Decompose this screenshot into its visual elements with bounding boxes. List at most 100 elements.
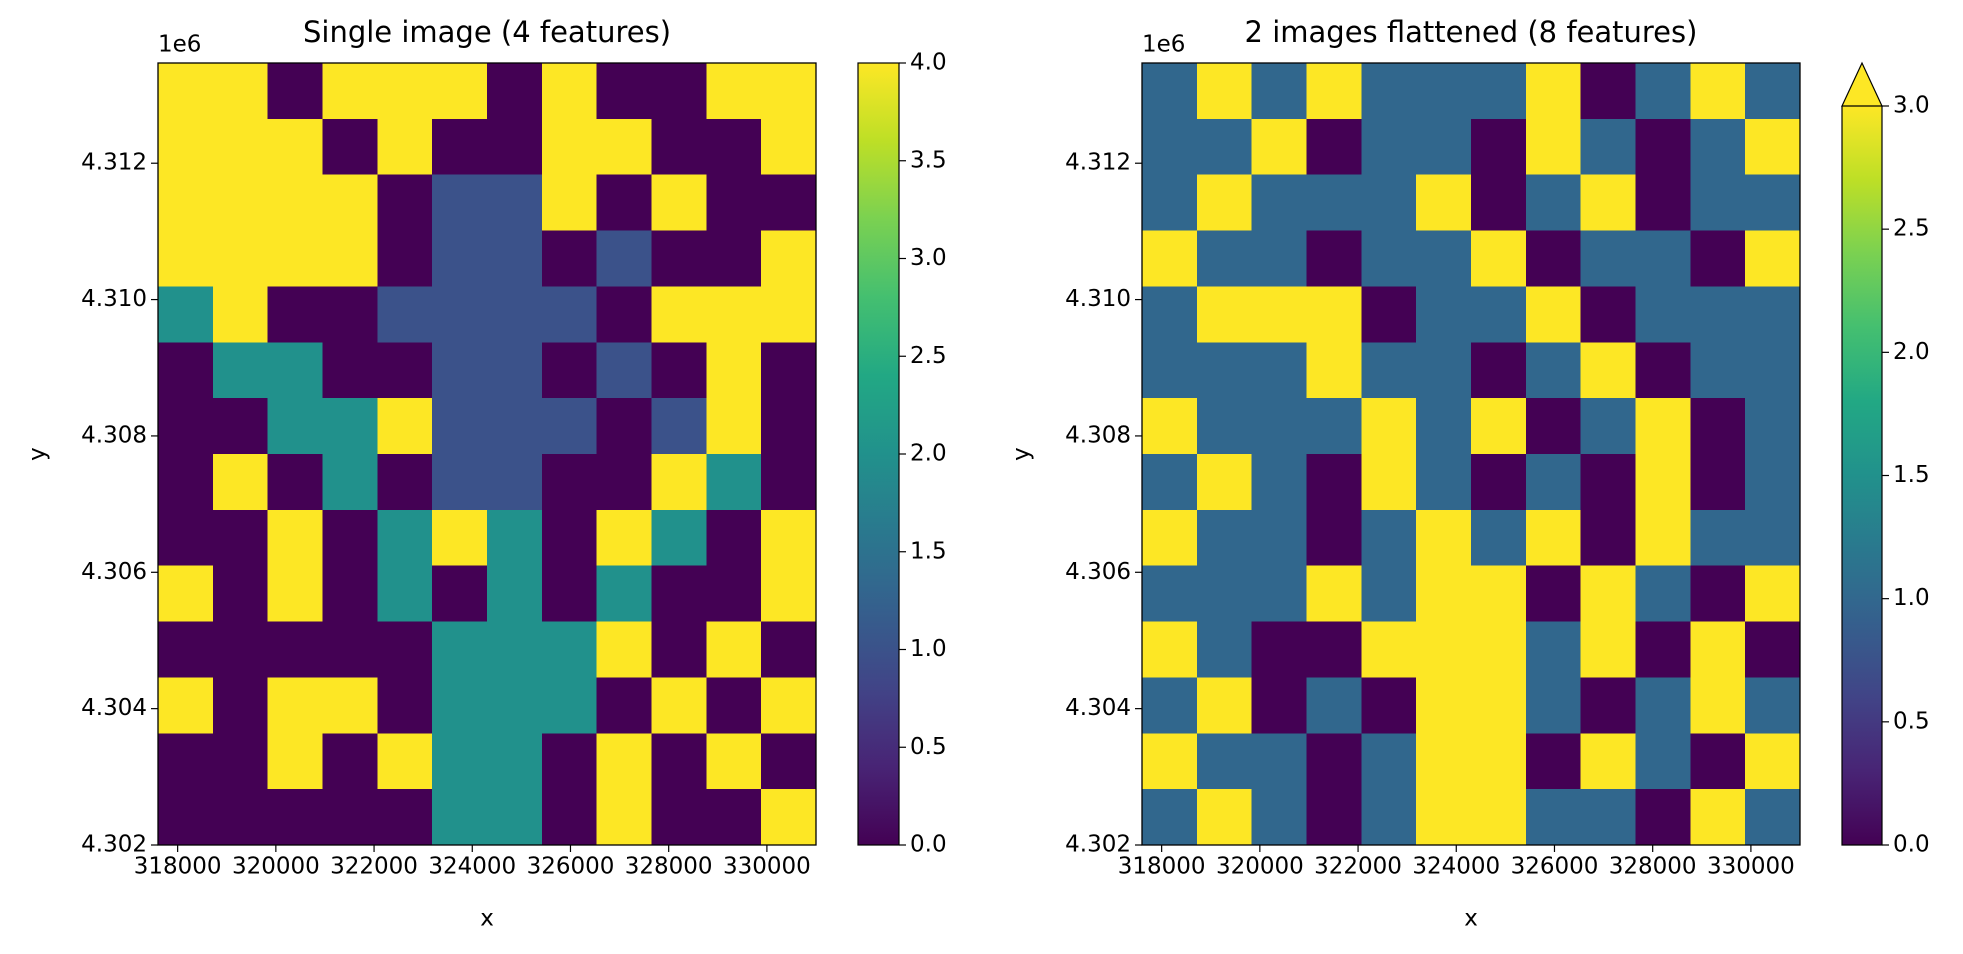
cell	[158, 733, 214, 790]
cell	[1142, 677, 1198, 734]
cell	[1306, 118, 1362, 176]
cell	[322, 342, 378, 399]
cell	[1745, 454, 1801, 511]
cell	[1525, 454, 1582, 511]
cell	[1196, 789, 1253, 846]
cell	[1361, 286, 1417, 343]
cell	[377, 174, 433, 232]
cell	[487, 286, 543, 343]
cell	[1416, 286, 1472, 343]
cell	[158, 286, 214, 343]
cell	[1471, 454, 1527, 511]
cell	[651, 789, 707, 846]
x-axis-label: x	[1464, 906, 1478, 932]
x-tick-label: 318000	[134, 854, 222, 880]
cell	[1361, 118, 1417, 176]
cell	[1416, 342, 1472, 399]
cell	[377, 509, 433, 567]
cell	[596, 789, 652, 846]
cell	[1142, 454, 1198, 511]
cell	[1690, 565, 1746, 623]
cell	[1361, 677, 1417, 734]
cell	[1416, 230, 1472, 287]
cell	[267, 621, 323, 678]
cell	[1196, 63, 1253, 120]
cell	[651, 677, 707, 734]
cell	[1306, 509, 1362, 567]
cell	[651, 509, 707, 567]
cell	[377, 621, 433, 678]
cell	[1251, 286, 1307, 343]
cell	[1690, 398, 1746, 455]
cell	[1580, 509, 1636, 567]
cell	[1745, 230, 1801, 287]
cell	[267, 230, 323, 287]
cell	[432, 398, 488, 455]
cell	[212, 342, 269, 399]
cell	[596, 509, 652, 567]
cell	[651, 230, 707, 287]
cell	[267, 789, 323, 846]
cell	[761, 118, 817, 176]
cell	[1690, 677, 1746, 734]
cell	[1580, 733, 1636, 790]
cell	[377, 286, 433, 343]
cell	[1306, 677, 1362, 734]
cell	[1745, 398, 1801, 455]
y-tick-label: 4.302	[81, 832, 147, 858]
cell	[1471, 509, 1527, 567]
cell	[1306, 342, 1362, 399]
cell	[1142, 733, 1198, 790]
cell	[432, 174, 488, 232]
cell	[1471, 342, 1527, 399]
cell	[322, 789, 378, 846]
cell	[651, 565, 707, 623]
cell	[158, 565, 214, 623]
cell	[706, 509, 762, 567]
cell	[377, 565, 433, 623]
cell	[1635, 63, 1691, 120]
cell	[212, 677, 269, 734]
cell	[1361, 621, 1417, 678]
cell	[322, 454, 378, 511]
cell	[1251, 398, 1307, 455]
cell	[487, 118, 543, 176]
x-tick-label: 328000	[1609, 854, 1697, 880]
cell	[1745, 789, 1801, 846]
cell	[1251, 230, 1307, 287]
cell	[267, 118, 323, 176]
colorbar-tick-label: 0.5	[910, 734, 947, 760]
cell	[1580, 621, 1636, 678]
cell	[267, 398, 323, 455]
cell	[1525, 509, 1582, 567]
cell	[1580, 454, 1636, 511]
cell	[212, 565, 269, 623]
cell	[541, 398, 598, 455]
cell	[432, 789, 488, 846]
cell	[706, 565, 762, 623]
cell	[158, 621, 214, 678]
y-tick-label: 4.308	[1065, 422, 1131, 448]
cell	[432, 230, 488, 287]
cell	[377, 118, 433, 176]
cell	[1142, 398, 1198, 455]
cell	[761, 454, 817, 511]
cell	[761, 565, 817, 623]
cell	[761, 733, 817, 790]
cell	[596, 286, 652, 343]
cell	[596, 454, 652, 511]
cell	[1525, 230, 1582, 287]
cell	[1251, 509, 1307, 567]
cell	[267, 454, 323, 511]
cell	[596, 677, 652, 734]
cell	[1306, 286, 1362, 343]
cell	[158, 63, 214, 120]
cell	[1580, 342, 1636, 399]
cell	[432, 677, 488, 734]
cell	[706, 733, 762, 790]
cell	[487, 677, 543, 734]
cell	[1745, 118, 1801, 176]
colorbar-tick-label: 1.0	[910, 636, 947, 662]
colorbar-tick-label: 0.0	[1893, 832, 1930, 858]
cell	[651, 621, 707, 678]
